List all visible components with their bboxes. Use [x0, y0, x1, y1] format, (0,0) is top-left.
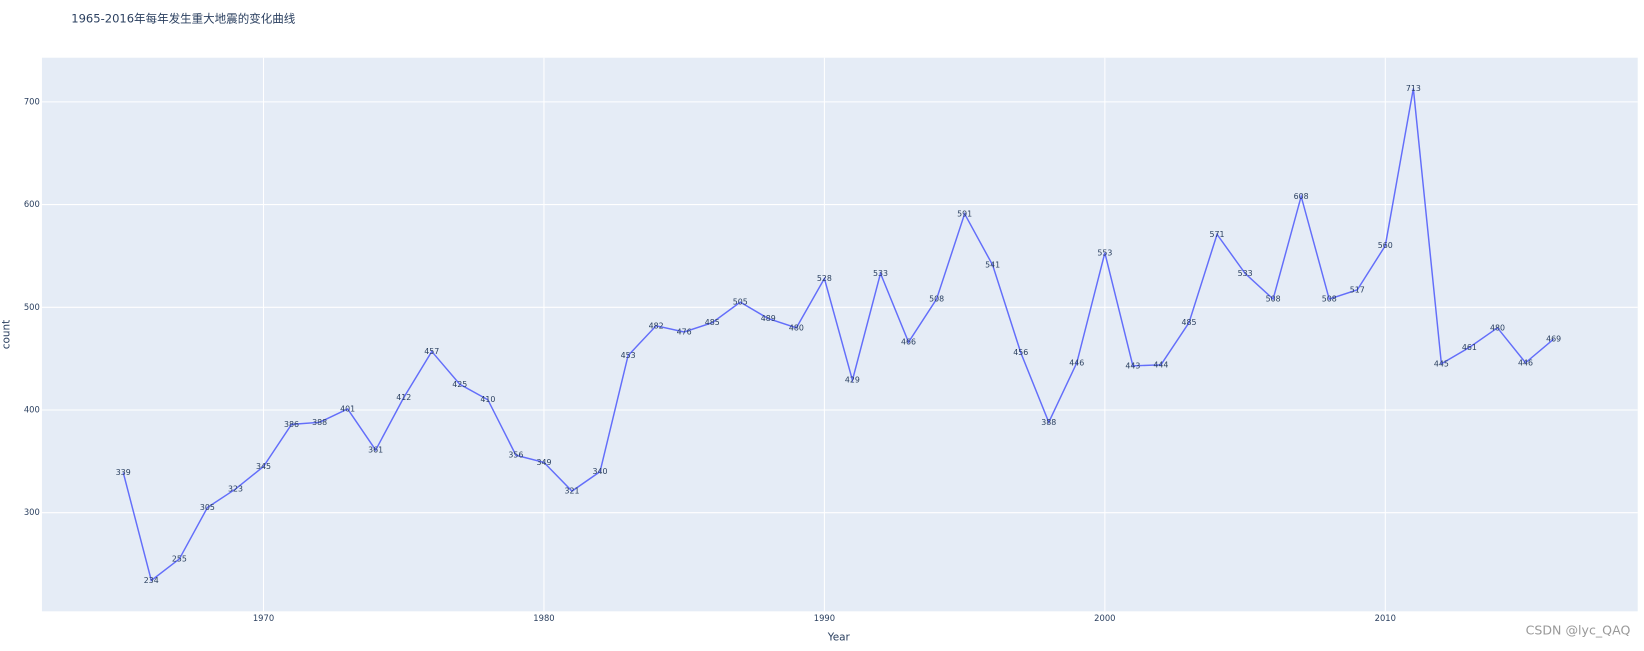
data-label: 461 [1462, 343, 1477, 352]
data-label: 533 [873, 269, 888, 278]
data-label: 410 [480, 395, 495, 404]
y-tick-label: 600 [24, 199, 40, 209]
data-label: 401 [340, 404, 355, 413]
x-tick-label: 1990 [814, 613, 835, 623]
data-label: 505 [733, 298, 748, 307]
data-label: 466 [901, 338, 916, 347]
data-label: 388 [1041, 418, 1056, 427]
data-label: 457 [424, 347, 439, 356]
data-label: 345 [256, 462, 271, 471]
x-tick-label: 2010 [1375, 613, 1396, 623]
watermark: CSDN @lyc_QAQ [1526, 623, 1631, 638]
data-label: 482 [649, 321, 664, 330]
data-label: 255 [172, 554, 187, 563]
data-label: 412 [396, 393, 411, 402]
data-label: 444 [1153, 360, 1168, 369]
data-label: 446 [1069, 358, 1084, 367]
data-label: 305 [200, 503, 215, 512]
data-label: 321 [564, 487, 579, 496]
data-label: 340 [593, 467, 608, 476]
y-tick-label: 300 [24, 507, 40, 517]
data-label: 489 [761, 314, 776, 323]
data-label: 361 [368, 446, 383, 455]
data-label: 234 [144, 576, 159, 585]
data-label: 713 [1406, 84, 1421, 93]
x-tick-label: 1970 [253, 613, 274, 623]
data-label: 485 [705, 318, 720, 327]
data-label: 541 [985, 261, 1000, 270]
data-label: 446 [1518, 358, 1533, 367]
data-label: 386 [284, 420, 299, 429]
data-label: 456 [1013, 348, 1028, 357]
y-tick-label: 700 [24, 96, 40, 106]
data-label: 528 [817, 274, 832, 283]
data-label: 553 [1097, 248, 1112, 257]
x-tick-label: 1980 [533, 613, 554, 623]
data-label: 508 [1266, 295, 1281, 304]
data-label: 388 [312, 418, 327, 427]
data-label: 476 [677, 327, 692, 336]
data-label: 508 [1322, 295, 1337, 304]
data-label: 591 [957, 209, 972, 218]
data-label: 480 [1490, 323, 1505, 332]
data-label: 445 [1434, 359, 1449, 368]
data-label: 349 [536, 458, 551, 467]
data-label: 469 [1546, 335, 1561, 344]
data-label: 571 [1210, 230, 1225, 239]
y-axis-title: count [0, 320, 12, 350]
data-label: 453 [621, 351, 636, 360]
line [122, 88, 1555, 582]
data-label: 356 [508, 451, 523, 460]
data-label: 560 [1378, 241, 1393, 250]
data-label: 508 [929, 295, 944, 304]
data-label: 480 [789, 323, 804, 332]
data-label: 323 [228, 485, 243, 494]
x-axis-title: Year [827, 632, 851, 644]
y-tick-label: 500 [24, 302, 40, 312]
data-label: 339 [116, 468, 131, 477]
x-tick-label: 2000 [1094, 613, 1115, 623]
data-label: 485 [1181, 318, 1196, 327]
data-label: 429 [845, 376, 860, 385]
data-label: 425 [452, 380, 467, 389]
data-label: 443 [1125, 361, 1140, 370]
data-label: 533 [1238, 269, 1253, 278]
data-label: 608 [1294, 192, 1309, 201]
chart-title: 1965-2016年每年发生重大地震的变化曲线 [71, 11, 295, 25]
y-tick-label: 400 [24, 404, 40, 414]
data-label: 517 [1350, 285, 1365, 294]
